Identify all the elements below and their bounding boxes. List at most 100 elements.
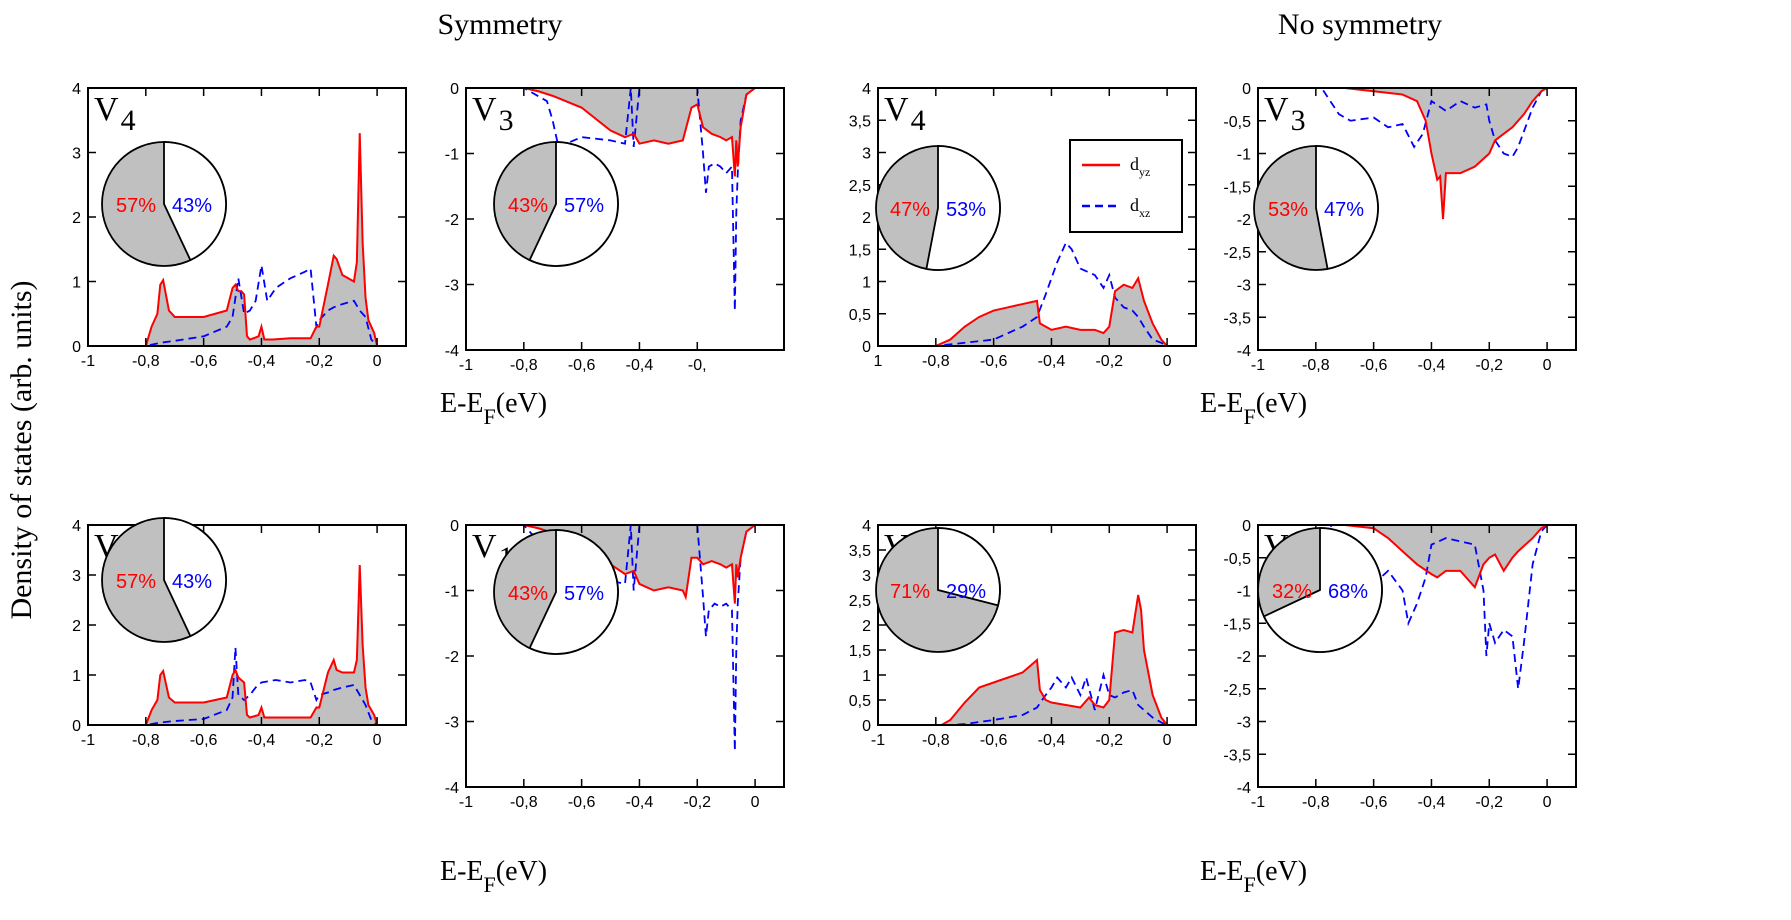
x-tick-label: -1 xyxy=(81,732,95,749)
dyz-fill xyxy=(892,278,1196,346)
y-tick-label: -4 xyxy=(1237,343,1251,360)
series-dxz-line xyxy=(111,647,406,725)
dyz-fill xyxy=(1272,525,1576,588)
x-tick-label: -0,6 xyxy=(980,353,1008,370)
legend-label-dxz: dxz xyxy=(1130,195,1150,220)
x-tick-label: -0, xyxy=(688,357,707,374)
pie-chart: 71% 29% xyxy=(875,527,1001,653)
y-tick-label: 0 xyxy=(1242,81,1251,98)
x-tick-label: -0,8 xyxy=(510,794,538,811)
pie-label-dyz: 53% xyxy=(1268,199,1308,221)
pie-chart: 47% 53% xyxy=(875,145,1001,271)
x-tick-label: -0,4 xyxy=(248,732,276,749)
pie-slice-dxz xyxy=(1262,527,1383,653)
y-tick-label: -3,5 xyxy=(1223,747,1251,764)
y-tick-label: -2,5 xyxy=(1223,245,1251,262)
legend-label-dxz-sub: xz xyxy=(1139,206,1150,220)
pie-slice-dxz xyxy=(528,529,619,655)
x-tick-label: -0,6 xyxy=(568,794,596,811)
x-axis-label-unit: (eV) xyxy=(496,388,547,419)
x-tick-label: -0,8 xyxy=(132,732,160,749)
y-axis-label: Density of states (arb. units) xyxy=(5,280,38,619)
x-tick-label: -0,8 xyxy=(510,357,538,374)
series-dxz-line xyxy=(480,88,784,311)
panel-label: V3 xyxy=(1264,91,1306,137)
x-tick-label: 0 xyxy=(373,732,382,749)
y-tick-label: 0,5 xyxy=(849,693,871,710)
x-tick-label: -0,2 xyxy=(1475,357,1503,374)
x-tick-label: 0 xyxy=(1543,357,1552,374)
series-dyz-line xyxy=(892,275,1196,346)
x-axis-label-main: E-E xyxy=(440,856,484,887)
y-tick-label: -0,5 xyxy=(1223,114,1251,131)
pie-slice-dxz xyxy=(163,517,227,638)
pie-label-dyz: 43% xyxy=(508,583,548,605)
y-tick-label: -2,5 xyxy=(1223,682,1251,699)
panel-label-main: V xyxy=(472,528,497,565)
x-tick-label: -0,2 xyxy=(1095,353,1123,370)
x-tick-label: -0,4 xyxy=(1038,353,1066,370)
x-axis-label-main: E-E xyxy=(440,388,484,419)
y-tick-label: -1 xyxy=(445,147,459,164)
y-tick-label: 0,5 xyxy=(849,307,871,324)
x-tick-label: 0 xyxy=(1163,732,1172,749)
x-axis-label: E-EF(eV) xyxy=(440,856,547,897)
dyz-fill xyxy=(1272,88,1576,219)
y-tick-label: -3,5 xyxy=(1223,310,1251,327)
pie-slice-dxz xyxy=(937,527,1001,607)
y-tick-label: -2 xyxy=(445,212,459,229)
legend-box xyxy=(1069,139,1183,233)
panel-nosym_v2: -1-0,8-0,6-0,4-0,2000,511,522,533,54V271… xyxy=(849,518,1197,749)
x-tick-label: -0,2 xyxy=(305,353,333,370)
x-tick-label: -1 xyxy=(459,794,473,811)
pie-label-dyz: 32% xyxy=(1272,581,1312,603)
x-axis-label-sub: F xyxy=(1244,404,1256,429)
panel-label: V3 xyxy=(472,91,514,137)
panel-label-main: V xyxy=(472,91,497,128)
x-tick-label: -0,8 xyxy=(132,353,160,370)
plot-area xyxy=(878,241,1196,346)
y-tick-label: 3 xyxy=(862,146,871,163)
y-tick-label: 2 xyxy=(72,618,81,635)
y-tick-label: 3 xyxy=(72,568,81,585)
x-axis-label: E-EF(eV) xyxy=(1200,856,1307,897)
x-tick-label: 0 xyxy=(1163,353,1172,370)
y-tick-label: 1,5 xyxy=(849,242,871,259)
pie-label-dxz: 43% xyxy=(172,571,212,593)
y-tick-label: -2 xyxy=(1237,212,1251,229)
x-tick-label: -0,4 xyxy=(1038,732,1066,749)
plot-area xyxy=(466,88,784,311)
x-axis-label-unit: (eV) xyxy=(1256,388,1307,419)
y-tick-label: -2 xyxy=(1237,649,1251,666)
x-tick-label: -0,8 xyxy=(1302,357,1330,374)
y-tick-label: 3 xyxy=(862,568,871,585)
x-tick-label: -0,2 xyxy=(1095,732,1123,749)
series-dyz-line xyxy=(480,88,784,177)
panel-sym_v3: -1 -0,8 -0,6 -0,4 -0, 0 -1 -2 -3 -4 V3 43% 57% xyxy=(445,81,785,374)
dyz-fill xyxy=(892,595,1196,725)
y-tick-label: -1 xyxy=(1237,147,1251,164)
x-axis-label-sub: F xyxy=(1244,872,1256,897)
x-tick-label: -0,8 xyxy=(1302,794,1330,811)
x-tick-label: -0,6 xyxy=(568,357,596,374)
x-tick-label: 0 xyxy=(1543,794,1552,811)
y-tick-label: -1,5 xyxy=(1223,179,1251,196)
series-dyz-line xyxy=(111,133,406,346)
y-tick-label: -0,5 xyxy=(1223,551,1251,568)
series-dyz-line xyxy=(1272,88,1576,220)
x-tick-label: -0,2 xyxy=(305,732,333,749)
y-tick-label: -3 xyxy=(1237,278,1251,295)
y-tick-label: 3,5 xyxy=(849,113,871,130)
x-tick-label: 1 xyxy=(874,353,883,370)
panel-label-main: V xyxy=(1264,91,1289,128)
y-tick-label: 0 xyxy=(450,518,459,535)
x-tick-label: -0,8 xyxy=(922,732,950,749)
y-tick-label: 0 xyxy=(1242,518,1251,535)
y-tick-label: 3 xyxy=(72,146,81,163)
dyz-fill xyxy=(111,133,406,346)
x-tick-label: -0,6 xyxy=(980,732,1008,749)
series-dxz-line xyxy=(111,265,406,346)
y-tick-label: 1 xyxy=(862,668,871,685)
pie-label-dxz: 68% xyxy=(1328,581,1368,603)
